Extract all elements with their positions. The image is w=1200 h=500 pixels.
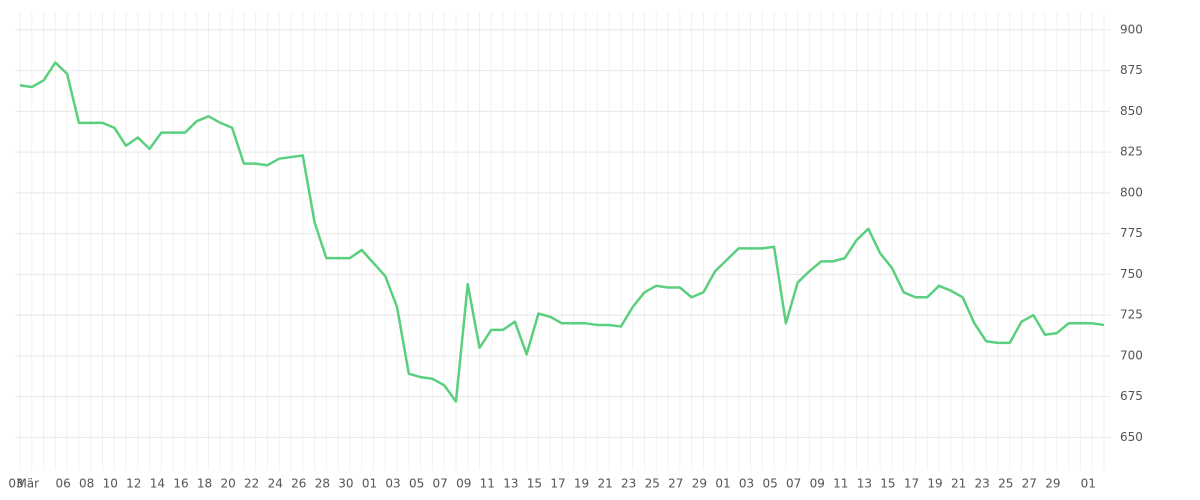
x-tick-label: 10 xyxy=(103,477,118,491)
x-tick-label: 14 xyxy=(150,477,165,491)
x-tick-label: 23 xyxy=(621,477,636,491)
x-tick-label: 24 xyxy=(268,477,283,491)
x-tick-label: 20 xyxy=(220,477,235,491)
x-tick-label: Mär xyxy=(16,477,39,491)
x-tick-label: 25 xyxy=(998,477,1013,491)
y-tick-label: 700 xyxy=(1120,348,1143,362)
y-tick-label: 775 xyxy=(1120,226,1143,240)
x-tick-label: 05 xyxy=(409,477,424,491)
x-tick-label: 03 xyxy=(739,477,754,491)
x-tick-label: 27 xyxy=(1022,477,1037,491)
y-tick-label: 850 xyxy=(1120,104,1143,118)
x-tick-label: 09 xyxy=(456,477,471,491)
x-tick-label: 06 xyxy=(55,477,70,491)
y-tick-label: 750 xyxy=(1120,267,1143,281)
x-tick-label: 15 xyxy=(527,477,542,491)
x-tick-label: 17 xyxy=(904,477,919,491)
x-tick-label: 09 xyxy=(810,477,825,491)
y-tick-label: 875 xyxy=(1120,63,1143,77)
y-tick-label: 800 xyxy=(1120,185,1143,199)
x-tick-label: 08 xyxy=(79,477,94,491)
x-tick-label: 16 xyxy=(173,477,188,491)
x-tick-label: 13 xyxy=(503,477,518,491)
x-tick-label: 11 xyxy=(833,477,848,491)
x-tick-label: 12 xyxy=(126,477,141,491)
y-tick-label: 900 xyxy=(1120,22,1143,36)
x-tick-label: 01 xyxy=(1081,477,1096,491)
x-tick-label: 03 xyxy=(8,477,23,491)
x-tick-label: 15 xyxy=(880,477,895,491)
x-tick-label: 21 xyxy=(951,477,966,491)
line xyxy=(19,61,1105,403)
x-tick-label: 07 xyxy=(786,477,801,491)
x-tick-label: 17 xyxy=(550,477,565,491)
y-tick-label: 650 xyxy=(1120,430,1143,444)
x-tick-label: 29 xyxy=(1045,477,1060,491)
x-tick-label: 23 xyxy=(975,477,990,491)
x-tick-label: 03 xyxy=(385,477,400,491)
x-tick-label: 25 xyxy=(645,477,660,491)
x-tick-label: 21 xyxy=(597,477,612,491)
x-tick-label: 26 xyxy=(291,477,306,491)
y-tick-label: 725 xyxy=(1120,308,1143,322)
x-tick-label: 28 xyxy=(315,477,330,491)
x-tick-label: 13 xyxy=(857,477,872,491)
x-tick-label: 22 xyxy=(244,477,259,491)
x-tick-label: 18 xyxy=(197,477,212,491)
x-tick-label: 05 xyxy=(762,477,777,491)
x-tick-label: 01 xyxy=(715,477,730,491)
x-tick-label: 19 xyxy=(574,477,589,491)
x-tick-label: 29 xyxy=(692,477,707,491)
y-tick-label: 675 xyxy=(1120,389,1143,403)
x-tick-label: 27 xyxy=(668,477,683,491)
x-tick-label: 07 xyxy=(433,477,448,491)
y-tick-label: 825 xyxy=(1120,145,1143,159)
x-tick-label: 11 xyxy=(480,477,495,491)
x-tick-label: 19 xyxy=(927,477,942,491)
x-tick-label: 30 xyxy=(338,477,353,491)
x-tick-label: 01 xyxy=(362,477,377,491)
